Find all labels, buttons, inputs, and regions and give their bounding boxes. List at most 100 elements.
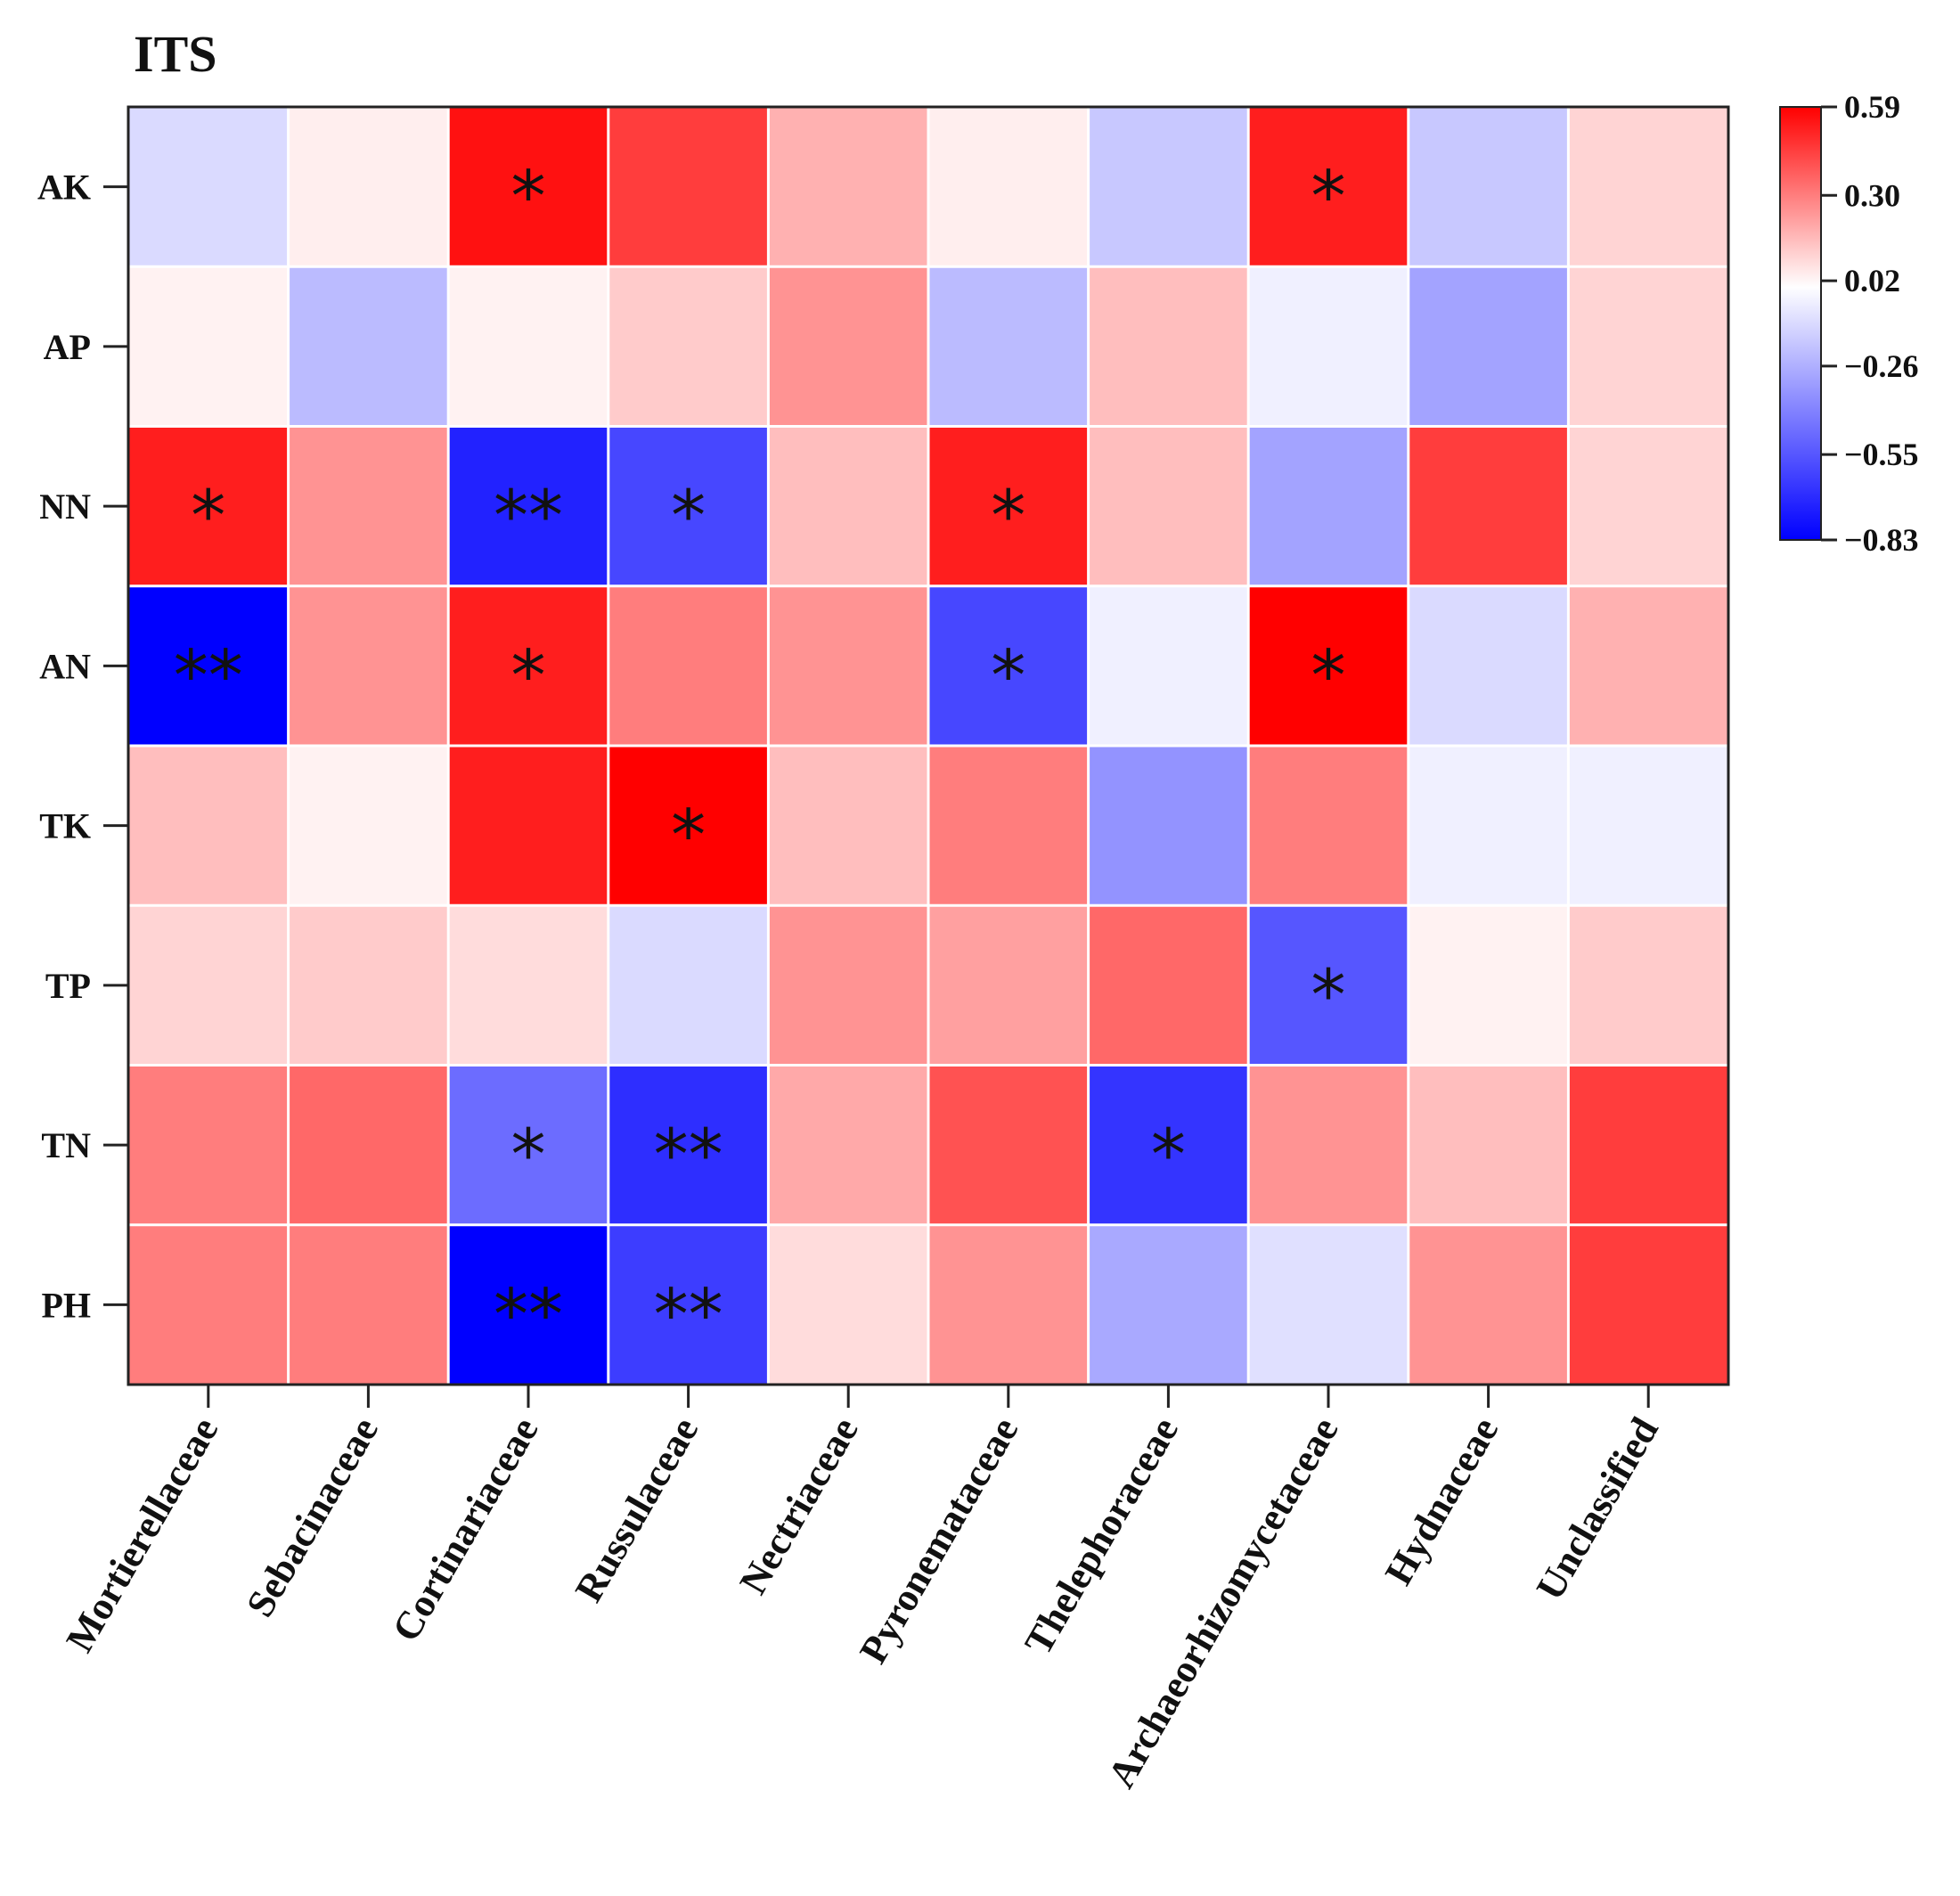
row-label-tp: TP: [45, 966, 91, 1006]
heatmap-cell-tn-pyronemataceae: [928, 1065, 1089, 1225]
heatmap-cell-ap-cortinariaceae: [448, 266, 608, 427]
heatmap-cell-nn-mortierellaceae: [128, 426, 289, 586]
heatmap-cell-nn-cortinariaceae: [448, 426, 608, 586]
heatmap-cells: [128, 107, 1728, 1385]
heatmap-cell-ph-hydnaceae: [1408, 1224, 1569, 1385]
colorbar-tick-label: 0.59: [1844, 89, 1900, 125]
heatmap-cell-an-unclassified: [1568, 585, 1728, 746]
colorbar-tick-label: −0.26: [1844, 348, 1919, 384]
heatmap-cell-tn-hydnaceae: [1408, 1065, 1569, 1225]
significance-marker: **: [494, 477, 563, 557]
heatmap-cell-nn-archaeorhizomycetaceae: [1248, 426, 1409, 586]
column-label-sebacinaceae: Sebacinaceae: [238, 1410, 387, 1624]
column-label-nectriaceae: Nectriaceae: [731, 1410, 867, 1602]
heatmap-cell-tp-hydnaceae: [1408, 905, 1569, 1066]
row-label-an: AN: [39, 646, 91, 686]
heatmap-cell-ph-thelephoraceae: [1088, 1224, 1249, 1385]
heatmap-cell-tn-russulaceae: [608, 1065, 769, 1225]
heatmap-cell-an-russulaceae: [608, 585, 769, 746]
heatmap-cell-an-cortinariaceae: [448, 585, 608, 746]
colorbar-tick-label: −0.83: [1844, 522, 1919, 558]
heatmap-cell-ak-sebacinaceae: [288, 107, 449, 267]
heatmap-cell-tk-nectriaceae: [768, 746, 928, 906]
row-label-ak: AK: [37, 168, 91, 208]
significance-marker: *: [671, 797, 706, 877]
heatmap-cell-tn-sebacinaceae: [288, 1065, 449, 1225]
significance-marker: *: [991, 477, 1025, 557]
column-label-unclassified: Unclassified: [1528, 1410, 1667, 1607]
heatmap-cell-ak-thelephoraceae: [1088, 107, 1249, 267]
row-label-ap: AP: [44, 327, 91, 367]
significance-marker: *: [1311, 636, 1346, 716]
heatmap-cell-tp-mortierellaceae: [128, 905, 289, 1066]
colorbar: 0.59 0.30 0.02 −0.26 −0.55 −0.83: [1779, 89, 1919, 558]
heatmap-cell-nn-pyronemataceae: [928, 426, 1089, 586]
significance-marker: *: [511, 636, 546, 716]
colorbar-ticks: 0.59 0.30 0.02 −0.26 −0.55 −0.83: [1821, 89, 1919, 558]
heatmap-cell-tn-unclassified: [1568, 1065, 1728, 1225]
heatmap-cell-tp-cortinariaceae: [448, 905, 608, 1066]
colorbar-tick-label: 0.30: [1844, 177, 1900, 213]
significance-marker: *: [991, 636, 1025, 716]
heatmap-cell-tk-archaeorhizomycetaceae: [1248, 746, 1409, 906]
significance-marker: *: [671, 477, 706, 557]
heatmap-cell-tk-thelephoraceae: [1088, 746, 1249, 906]
column-label-cortinariaceae: Cortinariaceae: [384, 1410, 547, 1649]
significance-marker: **: [174, 636, 243, 716]
colorbar-tick-label: −0.55: [1844, 437, 1919, 472]
colorbar-gradient: [1779, 106, 1822, 541]
heatmap-grid: [128, 107, 1728, 1385]
heatmap-cell-ak-archaeorhizomycetaceae: [1248, 107, 1409, 267]
heatmap-cell-ak-pyronemataceae: [928, 107, 1089, 267]
chart-title: ITS: [134, 25, 217, 83]
heatmap-cell-tp-unclassified: [1568, 905, 1728, 1066]
significance-marker: *: [511, 158, 546, 238]
heatmap-cell-tp-sebacinaceae: [288, 905, 449, 1066]
heatmap-cell-ap-nectriaceae: [768, 266, 928, 427]
heatmap-cell-ph-mortierellaceae: [128, 1224, 289, 1385]
heatmap-cell-tp-nectriaceae: [768, 905, 928, 1066]
column-label-thelephoraceae: Thelephoraceae: [1017, 1410, 1188, 1663]
heatmap-cell-tp-russulaceae: [608, 905, 769, 1066]
column-labels: Mortierellaceae SebacinaceaeCortinariacea…: [58, 1385, 1667, 1795]
heatmap-cell-ap-thelephoraceae: [1088, 266, 1249, 427]
heatmap-cell-ph-archaeorhizomycetaceae: [1248, 1224, 1409, 1385]
heatmap-cell-tk-mortierellaceae: [128, 746, 289, 906]
heatmap-cell-nn-sebacinaceae: [288, 426, 449, 586]
heatmap-cell-tk-hydnaceae: [1408, 746, 1569, 906]
heatmap-cell-ak-hydnaceae: [1408, 107, 1569, 267]
row-label-tk: TK: [39, 806, 91, 846]
heatmap-cell-ak-mortierellaceae: [128, 107, 289, 267]
significance-marker: **: [494, 1275, 563, 1355]
heatmap-cell-an-hydnaceae: [1408, 585, 1569, 746]
heatmap-cell-tk-unclassified: [1568, 746, 1728, 906]
heatmap-cell-tk-cortinariaceae: [448, 746, 608, 906]
heatmap-cell-ap-sebacinaceae: [288, 266, 449, 427]
heatmap-cell-nn-thelephoraceae: [1088, 426, 1249, 586]
heatmap-cell-tn-cortinariaceae: [448, 1065, 608, 1225]
significance-marker: *: [1151, 1116, 1186, 1196]
heatmap-cell-tn-thelephoraceae: [1088, 1065, 1249, 1225]
heatmap-cell-ph-pyronemataceae: [928, 1224, 1089, 1385]
plot-frame: [127, 105, 1730, 1386]
row-label-ph: PH: [41, 1285, 91, 1325]
heatmap-cell-ap-hydnaceae: [1408, 266, 1569, 427]
heatmap-cell-ap-mortierellaceae: [128, 266, 289, 427]
heatmap-cell-ph-russulaceae: [608, 1224, 769, 1385]
significance-marker: **: [654, 1275, 723, 1355]
column-label-pyronemataceae: Pyronemataceae: [851, 1410, 1026, 1671]
heatmap-cell-tk-pyronemataceae: [928, 746, 1089, 906]
heatmap-cell-tp-archaeorhizomycetaceae: [1248, 905, 1409, 1066]
heatmap-cell-ap-unclassified: [1568, 266, 1728, 427]
heatmap-cell-tn-archaeorhizomycetaceae: [1248, 1065, 1409, 1225]
significance-markers: * ** ** * *** * * **** ** *** **: [174, 158, 1346, 1356]
heatmap-cell-an-archaeorhizomycetaceae: [1248, 585, 1409, 746]
row-label-tn: TN: [41, 1125, 91, 1165]
heatmap-cell-an-thelephoraceae: [1088, 585, 1249, 746]
heatmap-cell-an-sebacinaceae: [288, 585, 449, 746]
heatmap-cell-ak-cortinariaceae: [448, 107, 608, 267]
heatmap-cell-tk-sebacinaceae: [288, 746, 449, 906]
heatmap-cell-an-pyronemataceae: [928, 585, 1089, 746]
heatmap-cell-ak-nectriaceae: [768, 107, 928, 267]
